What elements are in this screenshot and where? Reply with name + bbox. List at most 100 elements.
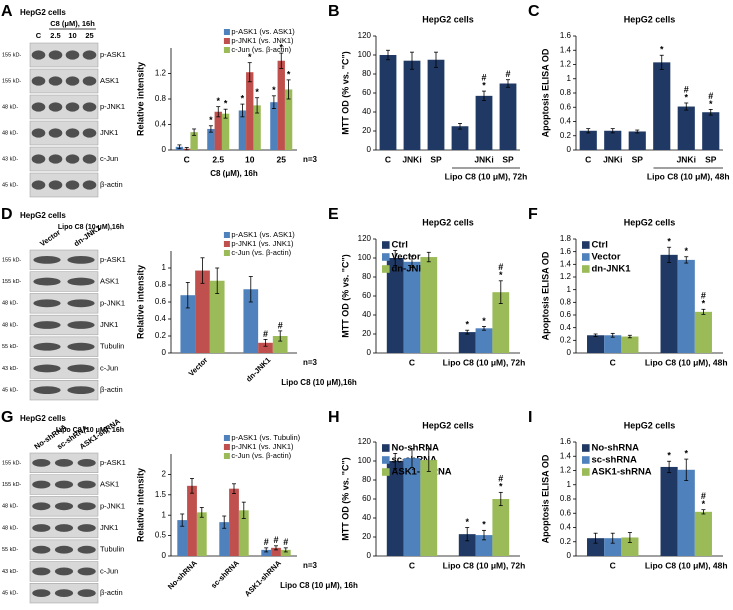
legend-label: ASK1-shRNA bbox=[592, 467, 652, 478]
y-axis-label: Relative intensity bbox=[135, 468, 145, 542]
blot-strip bbox=[29, 380, 99, 401]
band bbox=[31, 180, 46, 190]
legend-label: p-ASK1 (vs. ASK1) bbox=[231, 27, 295, 36]
legend-label: Vector bbox=[392, 252, 421, 263]
y-tick-label: 1.6 bbox=[560, 31, 572, 40]
bar bbox=[253, 105, 261, 150]
band bbox=[65, 180, 80, 190]
significance-mark: * bbox=[684, 448, 688, 458]
bar bbox=[660, 466, 678, 556]
bar bbox=[403, 60, 421, 151]
bar bbox=[280, 549, 291, 556]
legend-swatch bbox=[223, 435, 230, 441]
blot-strip bbox=[29, 249, 99, 270]
kd-label: 55 kD- bbox=[2, 547, 18, 553]
bar bbox=[243, 289, 259, 353]
chart-title: HepG2 cells bbox=[422, 420, 474, 430]
significance-mark: # bbox=[505, 69, 510, 79]
bar bbox=[458, 332, 476, 353]
band bbox=[48, 102, 63, 112]
bar bbox=[458, 534, 476, 556]
legend-swatch bbox=[582, 468, 590, 476]
significance-mark: * bbox=[287, 69, 291, 79]
y-tick-label: 0.2 bbox=[155, 331, 167, 340]
band bbox=[65, 128, 80, 138]
band bbox=[48, 50, 63, 60]
panel-letter: C bbox=[528, 3, 540, 20]
kd-label: 48 kD- bbox=[2, 104, 18, 110]
legend-label: sc-shRNA bbox=[592, 455, 638, 466]
panel-letter: A bbox=[1, 3, 13, 20]
significance-mark: * bbox=[209, 115, 213, 125]
legend-swatch bbox=[223, 232, 230, 238]
legend-swatch bbox=[382, 468, 390, 476]
y-axis-label: Apoptosis ELISA OD bbox=[540, 454, 550, 543]
y-tick-label: 0 bbox=[367, 145, 372, 154]
panel-letter: E bbox=[328, 206, 339, 223]
bar bbox=[180, 295, 196, 353]
band bbox=[32, 589, 51, 598]
band bbox=[67, 386, 95, 395]
band bbox=[67, 342, 95, 351]
band bbox=[67, 364, 95, 373]
y-tick-label: 40 bbox=[362, 310, 371, 319]
protein-label: β-actin bbox=[100, 588, 123, 597]
band bbox=[77, 458, 96, 467]
x-tick-label: Lipo C8 (10 μM), 72h bbox=[443, 357, 526, 367]
y-tick-label: 0.6 bbox=[560, 102, 572, 111]
y-tick-label: 0.8 bbox=[560, 297, 572, 306]
y-axis-label: MTT OD (% vs. "C") bbox=[340, 254, 350, 338]
band bbox=[77, 567, 96, 576]
x-tick-label: 2.5 bbox=[212, 154, 224, 164]
bar bbox=[604, 538, 622, 556]
y-axis-label: Apoptosis ELISA OD bbox=[540, 251, 550, 340]
x-tick-label: C bbox=[184, 154, 190, 164]
band bbox=[77, 480, 96, 489]
x-tick-label: 25 bbox=[277, 154, 287, 164]
legend-label: No-shRNA bbox=[392, 443, 440, 454]
x-tick-label: SP bbox=[632, 154, 644, 164]
y-tick-label: 0.8 bbox=[155, 94, 167, 103]
band bbox=[33, 364, 61, 373]
band bbox=[82, 180, 97, 190]
y-tick-label: 20 bbox=[362, 329, 371, 338]
y-axis-label: Relative intensity bbox=[135, 265, 145, 339]
note: n=3 bbox=[303, 561, 318, 570]
blot-strip bbox=[29, 314, 99, 336]
y-axis-label: MTT OD (% vs. "C") bbox=[340, 51, 350, 135]
significance-mark: # bbox=[264, 537, 269, 547]
panel-letter: I bbox=[528, 409, 532, 426]
x-tick-label: C bbox=[610, 560, 616, 570]
x-tick-label: SP bbox=[705, 154, 717, 164]
y-tick-label: 1.2 bbox=[560, 466, 572, 475]
band bbox=[33, 255, 61, 264]
y-tick-label: 40 bbox=[362, 513, 371, 522]
y-tick-label: 0 bbox=[567, 551, 572, 560]
legend-swatch bbox=[223, 29, 230, 35]
kd-label: 45 kD- bbox=[2, 388, 18, 394]
y-tick-label: 0 bbox=[367, 551, 372, 560]
band bbox=[54, 545, 74, 554]
bar bbox=[628, 131, 646, 150]
x-tick-label: ASK1-shRNA bbox=[243, 558, 283, 598]
significance-mark: * bbox=[272, 85, 276, 95]
bar bbox=[475, 95, 493, 150]
treatment-label: Lipo C8 (10 μM),16h bbox=[58, 224, 124, 231]
bar bbox=[270, 102, 278, 150]
bar bbox=[209, 280, 225, 353]
y-tick-label: 0.4 bbox=[155, 314, 167, 323]
bar bbox=[386, 461, 404, 556]
band bbox=[32, 524, 51, 532]
y-tick-label: 0.4 bbox=[155, 120, 167, 129]
y-tick-label: 0 bbox=[567, 348, 572, 357]
significance-mark: # bbox=[498, 474, 503, 484]
kd-label: 155 kD- bbox=[2, 78, 21, 84]
significance-mark: # bbox=[481, 72, 486, 82]
legend-label: Ctrl bbox=[392, 240, 408, 251]
significance-mark: * bbox=[684, 246, 688, 256]
protein-label: c-Jun bbox=[100, 363, 118, 372]
x-tick-label: dn-JNK1 bbox=[244, 355, 272, 383]
y-tick-label: 0.4 bbox=[560, 117, 572, 126]
bar bbox=[229, 488, 239, 556]
y-tick-label: 0 bbox=[162, 348, 167, 357]
